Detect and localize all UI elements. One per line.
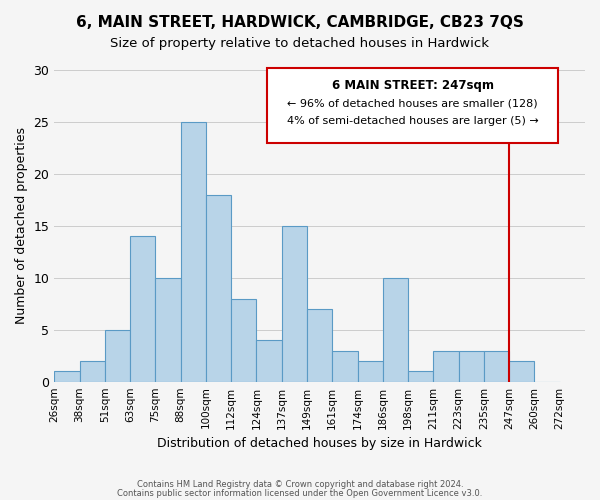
Bar (54, 372, 80, 382)
Bar (307, 309, 332, 382)
Bar (282, 226, 307, 382)
X-axis label: Distribution of detached houses by size in Hardwick: Distribution of detached houses by size … (157, 437, 482, 450)
Bar (105, 330, 130, 382)
Text: ← 96% of detached houses are smaller (128): ← 96% of detached houses are smaller (12… (287, 98, 538, 108)
Text: Contains HM Land Registry data © Crown copyright and database right 2024.: Contains HM Land Registry data © Crown c… (137, 480, 463, 489)
Bar (130, 236, 155, 382)
Bar (383, 278, 408, 382)
Bar (80, 361, 105, 382)
Bar (256, 340, 282, 382)
Bar (484, 350, 509, 382)
Text: Contains public sector information licensed under the Open Government Licence v3: Contains public sector information licen… (118, 488, 482, 498)
Text: Size of property relative to detached houses in Hardwick: Size of property relative to detached ho… (110, 38, 490, 51)
FancyBboxPatch shape (266, 68, 559, 142)
Bar (358, 361, 383, 382)
Bar (509, 361, 535, 382)
Bar (433, 350, 458, 382)
Bar (206, 194, 231, 382)
Bar (458, 350, 484, 382)
Bar (332, 350, 358, 382)
Bar (231, 298, 256, 382)
Bar (155, 278, 181, 382)
Text: 6 MAIN STREET: 247sqm: 6 MAIN STREET: 247sqm (332, 79, 494, 92)
Bar (408, 372, 433, 382)
Y-axis label: Number of detached properties: Number of detached properties (15, 128, 28, 324)
Bar (181, 122, 206, 382)
Text: 4% of semi-detached houses are larger (5) →: 4% of semi-detached houses are larger (5… (287, 116, 538, 126)
Text: 6, MAIN STREET, HARDWICK, CAMBRIDGE, CB23 7QS: 6, MAIN STREET, HARDWICK, CAMBRIDGE, CB2… (76, 15, 524, 30)
